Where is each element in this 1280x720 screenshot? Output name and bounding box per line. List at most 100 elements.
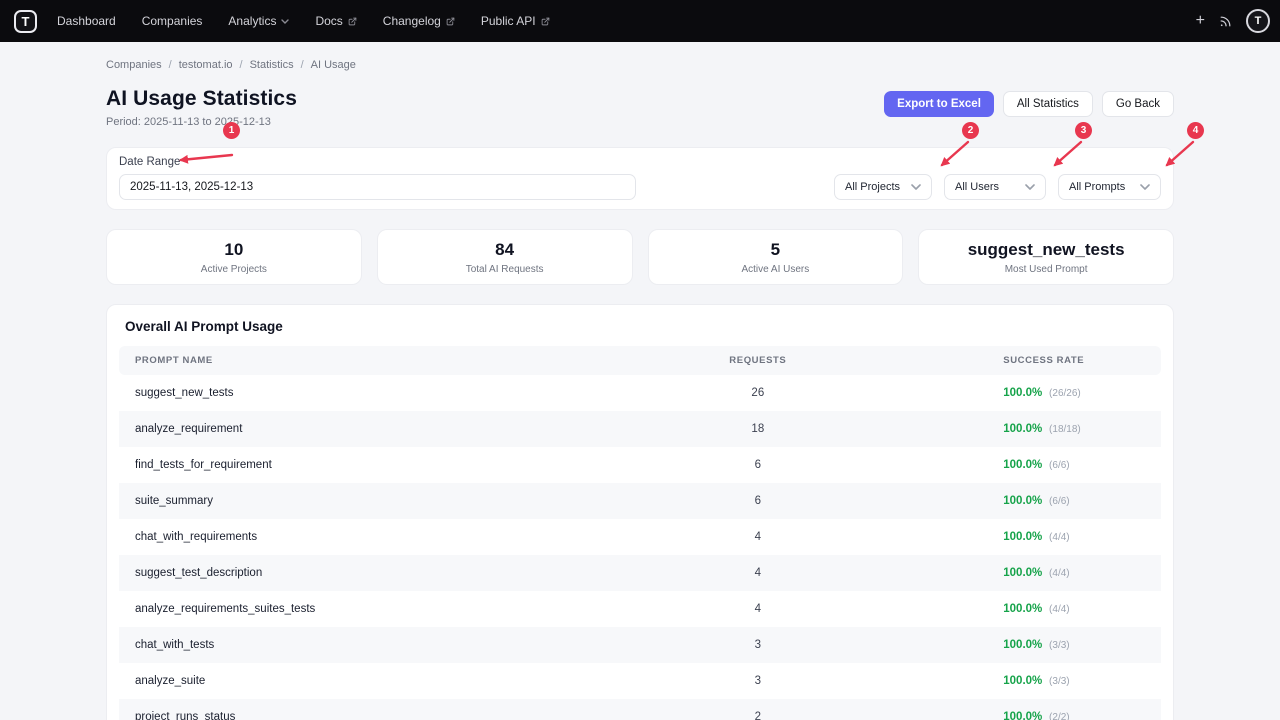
nav-item-public-api[interactable]: Public API [481, 14, 550, 28]
rss-icon[interactable] [1219, 15, 1232, 28]
requests-cell: 6 [754, 495, 762, 507]
success-rate-cell: 100.0% (6/6) [987, 447, 1161, 483]
table-row: suite_summary 6 100.0% (6/6) [119, 483, 1161, 519]
export-to-excel-button[interactable]: Export to Excel [884, 91, 994, 117]
success-rate-detail: (2/2) [1046, 712, 1070, 720]
table-row: find_tests_for_requirement 6 100.0% (6/6… [119, 447, 1161, 483]
nav-item-label: Docs [315, 14, 343, 28]
success-rate-cell: 100.0% (4/4) [987, 591, 1161, 627]
success-rate-detail: (6/6) [1046, 496, 1070, 507]
prompt-usage-card: Overall AI Prompt Usage PROMPT NAME REQUE… [106, 304, 1174, 720]
nav-item-label: Companies [141, 14, 203, 28]
requests-cell: 3 [754, 675, 762, 687]
requests-cell: 18 [751, 423, 765, 435]
filter-dropdowns: All Projects All Users All Prompts [834, 174, 1161, 200]
prompt-name-cell: suggest_new_tests [135, 387, 234, 399]
success-rate-cell: 100.0% (3/3) [987, 663, 1161, 699]
add-icon[interactable]: + [1195, 12, 1205, 29]
breadcrumb-separator: / [300, 59, 304, 71]
dropdown-all-prompts[interactable]: All Prompts [1058, 174, 1161, 200]
prompt-name-cell: find_tests_for_requirement [135, 459, 272, 471]
nav-item-analytics[interactable]: Analytics [228, 14, 290, 28]
breadcrumb-separator: / [239, 59, 243, 71]
stat-card-active-projects: 10 Active Projects [106, 229, 362, 285]
external-link-icon [446, 17, 455, 25]
chevron-down-icon [1140, 184, 1150, 190]
success-rate-cell: 100.0% (4/4) [987, 555, 1161, 591]
prompt-name-cell: suite_summary [135, 495, 213, 507]
stat-card-active-ai-users: 5 Active AI Users [647, 229, 904, 285]
period-text: Period: 2025-11-13 to 2025-12-13 [106, 116, 271, 128]
annotation-badge-4: 4 [1187, 122, 1204, 139]
success-rate-cell: 100.0% (6/6) [987, 483, 1161, 519]
table-row: analyze_requirement 18 100.0% (18/18) [119, 411, 1161, 447]
app-logo-letter: T [21, 13, 30, 29]
user-avatar[interactable]: T [1246, 9, 1270, 33]
breadcrumb-item-companies[interactable]: Companies [106, 59, 162, 71]
date-range-input[interactable] [119, 174, 636, 200]
prompt-name-cell: project_runs_status [135, 711, 236, 720]
nav-item-companies[interactable]: Companies [142, 14, 203, 28]
success-rate-cell: 100.0% (26/26) [987, 375, 1161, 411]
success-rate-value: 100.0% [1003, 387, 1043, 399]
requests-cell: 4 [754, 603, 762, 615]
page-title: AI Usage Statistics [106, 87, 297, 110]
success-rate-value: 100.0% [1003, 675, 1043, 687]
stat-card-most-used-prompt: suggest_new_tests Most Used Prompt [918, 229, 1174, 285]
prompt-usage-title: Overall AI Prompt Usage [125, 319, 283, 334]
filter-card: Date Range All Projects All Users All Pr… [106, 147, 1174, 210]
prompt-name-cell: analyze_suite [135, 675, 206, 687]
external-link-icon [348, 17, 357, 25]
success-rate-value: 100.0% [1003, 423, 1043, 435]
success-rate-cell: 100.0% (2/2) [987, 699, 1161, 720]
prompt-name-cell: analyze_requirements_suites_tests [135, 603, 316, 615]
app-logo[interactable]: T [14, 9, 37, 33]
stat-value: suggest_new_tests [967, 240, 1125, 259]
success-rate-value: 100.0% [1003, 531, 1043, 543]
chevron-down-icon [911, 184, 921, 190]
external-link-icon [541, 17, 549, 25]
success-rate-cell: 100.0% (3/3) [987, 627, 1161, 663]
breadcrumb: Companies / testomat.io / Statistics / AI Usag… [106, 59, 1174, 71]
stat-card-total-ai-requests: 84 Total AI Requests [376, 229, 633, 285]
success-rate-value: 100.0% [1003, 459, 1043, 471]
top-navbar: T Dashboard Companies Analytics Docs Cha… [0, 0, 1280, 42]
success-rate-detail: (6/6) [1046, 460, 1070, 471]
success-rate-detail: (18/18) [1046, 424, 1081, 435]
nav-items: Dashboard Companies Analytics Docs Chang… [57, 14, 550, 28]
breadcrumb-item-ai-usage: AI Usage [310, 59, 356, 71]
success-rate-value: 100.0% [1003, 603, 1043, 615]
requests-cell: 4 [754, 531, 762, 543]
nav-item-label: Dashboard [57, 14, 116, 28]
nav-item-changelog[interactable]: Changelog [383, 14, 455, 28]
success-rate-detail: (4/4) [1046, 604, 1070, 615]
prompt-name-cell: analyze_requirement [135, 423, 243, 435]
success-rate-detail: (4/4) [1046, 532, 1070, 543]
stats-grid: 10 Active Projects 84 Total AI Requests … [106, 229, 1174, 285]
dropdown-label: All Projects [845, 181, 901, 193]
success-rate-value: 100.0% [1003, 711, 1043, 720]
nav-item-dashboard[interactable]: Dashboard [57, 14, 116, 28]
success-rate-detail: (4/4) [1046, 568, 1070, 579]
breadcrumb-item-testomat-io[interactable]: testomat.io [178, 59, 233, 71]
success-rate-value: 100.0% [1003, 495, 1043, 507]
avatar-letter: T [1254, 15, 1262, 27]
breadcrumb-item-statistics[interactable]: Statistics [249, 59, 294, 71]
nav-item-docs[interactable]: Docs [315, 14, 357, 28]
chevron-down-icon [1025, 184, 1035, 190]
prompt-table-head-row: PROMPT NAME REQUESTS SUCCESS RATE [119, 346, 1161, 375]
prompt-name-cell: suggest_test_description [135, 567, 263, 579]
table-row: analyze_suite 3 100.0% (3/3) [119, 663, 1161, 699]
page-header: AI Usage Statistics Period: 2025-11-13 t… [106, 87, 1174, 128]
column-header-requests: REQUESTS [528, 346, 988, 375]
stat-label: Most Used Prompt [1004, 264, 1088, 275]
all-statistics-button[interactable]: All Statistics [1002, 91, 1093, 117]
nav-item-label: Public API [480, 14, 536, 28]
dropdown-all-users[interactable]: All Users [944, 174, 1046, 200]
dropdown-all-projects[interactable]: All Projects [834, 174, 932, 200]
column-header-success-rate: SUCCESS RATE [987, 346, 1161, 375]
stat-label: Active AI Users [741, 264, 810, 275]
go-back-button[interactable]: Go Back [1101, 91, 1174, 117]
success-rate-detail: (3/3) [1046, 640, 1070, 651]
stat-value: 10 [224, 240, 244, 259]
